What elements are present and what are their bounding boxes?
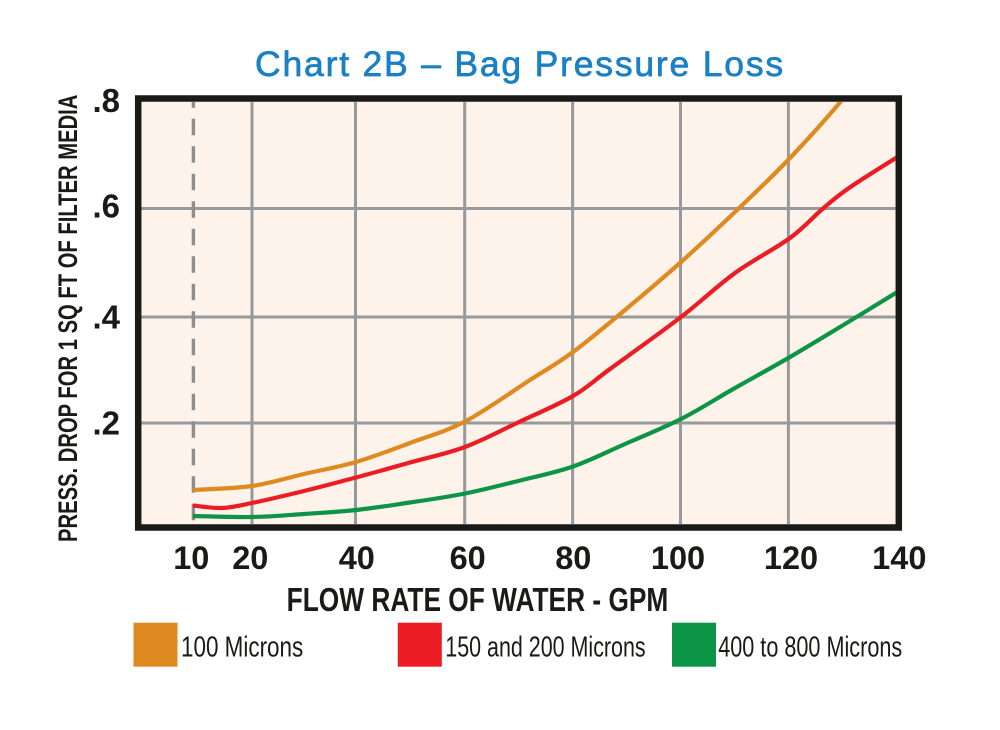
svg-text:FLOW RATE OF WATER - GPM: FLOW RATE OF WATER - GPM <box>287 582 669 618</box>
svg-text:40: 40 <box>339 540 375 576</box>
svg-text:100: 100 <box>651 540 705 576</box>
svg-text:.2: .2 <box>92 405 120 442</box>
svg-text:140: 140 <box>872 540 926 576</box>
svg-text:60: 60 <box>450 540 486 576</box>
svg-text:150 and 200 Microns: 150 and 200 Microns <box>445 631 645 663</box>
svg-text:10: 10 <box>173 540 209 576</box>
svg-text:PRESS. DROP FOR 1 SQ FT OF FIL: PRESS. DROP FOR 1 SQ FT OF FILTER MEDIA <box>53 95 84 542</box>
svg-text:120: 120 <box>764 540 818 576</box>
svg-text:.4: .4 <box>92 299 120 336</box>
svg-text:100 Microns: 100 Microns <box>181 632 303 663</box>
svg-text:.8: .8 <box>92 82 120 119</box>
svg-text:400 to 800 Microns: 400 to 800 Microns <box>718 631 902 663</box>
svg-text:Chart 2B – Bag Pressure Loss: Chart 2B – Bag Pressure Loss <box>255 44 785 84</box>
svg-text:.6: .6 <box>92 188 120 225</box>
svg-text:80: 80 <box>555 540 591 576</box>
svg-text:20: 20 <box>232 540 268 576</box>
